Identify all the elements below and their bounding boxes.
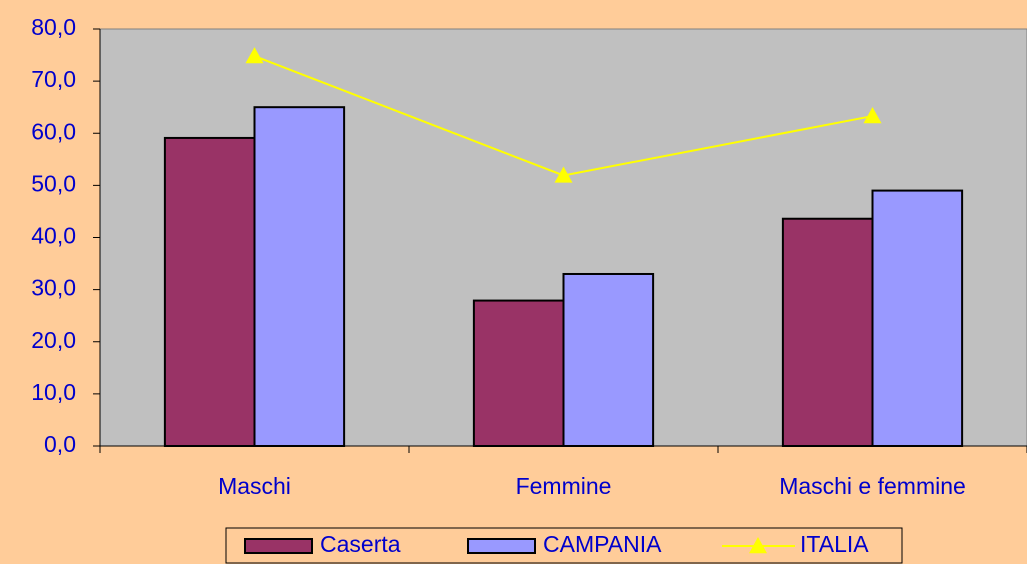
bar xyxy=(253,106,346,447)
legend-swatch xyxy=(467,538,536,554)
bar xyxy=(871,189,964,447)
y-tick-label: 70,0 xyxy=(31,66,76,92)
legend-marker xyxy=(749,537,767,554)
x-tick-label: Maschi xyxy=(218,473,291,499)
bar xyxy=(163,136,256,447)
legend-label: CAMPANIA xyxy=(543,531,662,557)
line-marker xyxy=(554,166,573,183)
y-tick-label: 30,0 xyxy=(31,275,76,301)
bar xyxy=(472,299,565,448)
y-tick-label: 20,0 xyxy=(31,327,76,353)
legend-label: ITALIA xyxy=(800,531,869,557)
bar xyxy=(562,272,655,447)
line-marker xyxy=(245,47,264,64)
line-marker xyxy=(863,107,882,124)
bar xyxy=(781,217,874,447)
x-tick-label: Femmine xyxy=(516,473,612,499)
y-tick-label: 0,0 xyxy=(44,431,76,457)
legend-swatch xyxy=(244,538,313,554)
y-tick-label: 60,0 xyxy=(31,118,76,144)
legend-label: Caserta xyxy=(320,531,401,557)
x-tick-label: Maschi e femmine xyxy=(779,473,966,499)
y-tick-label: 80,0 xyxy=(31,14,76,40)
y-tick-label: 50,0 xyxy=(31,170,76,196)
y-tick-label: 40,0 xyxy=(31,223,76,249)
y-tick-label: 10,0 xyxy=(31,379,76,405)
